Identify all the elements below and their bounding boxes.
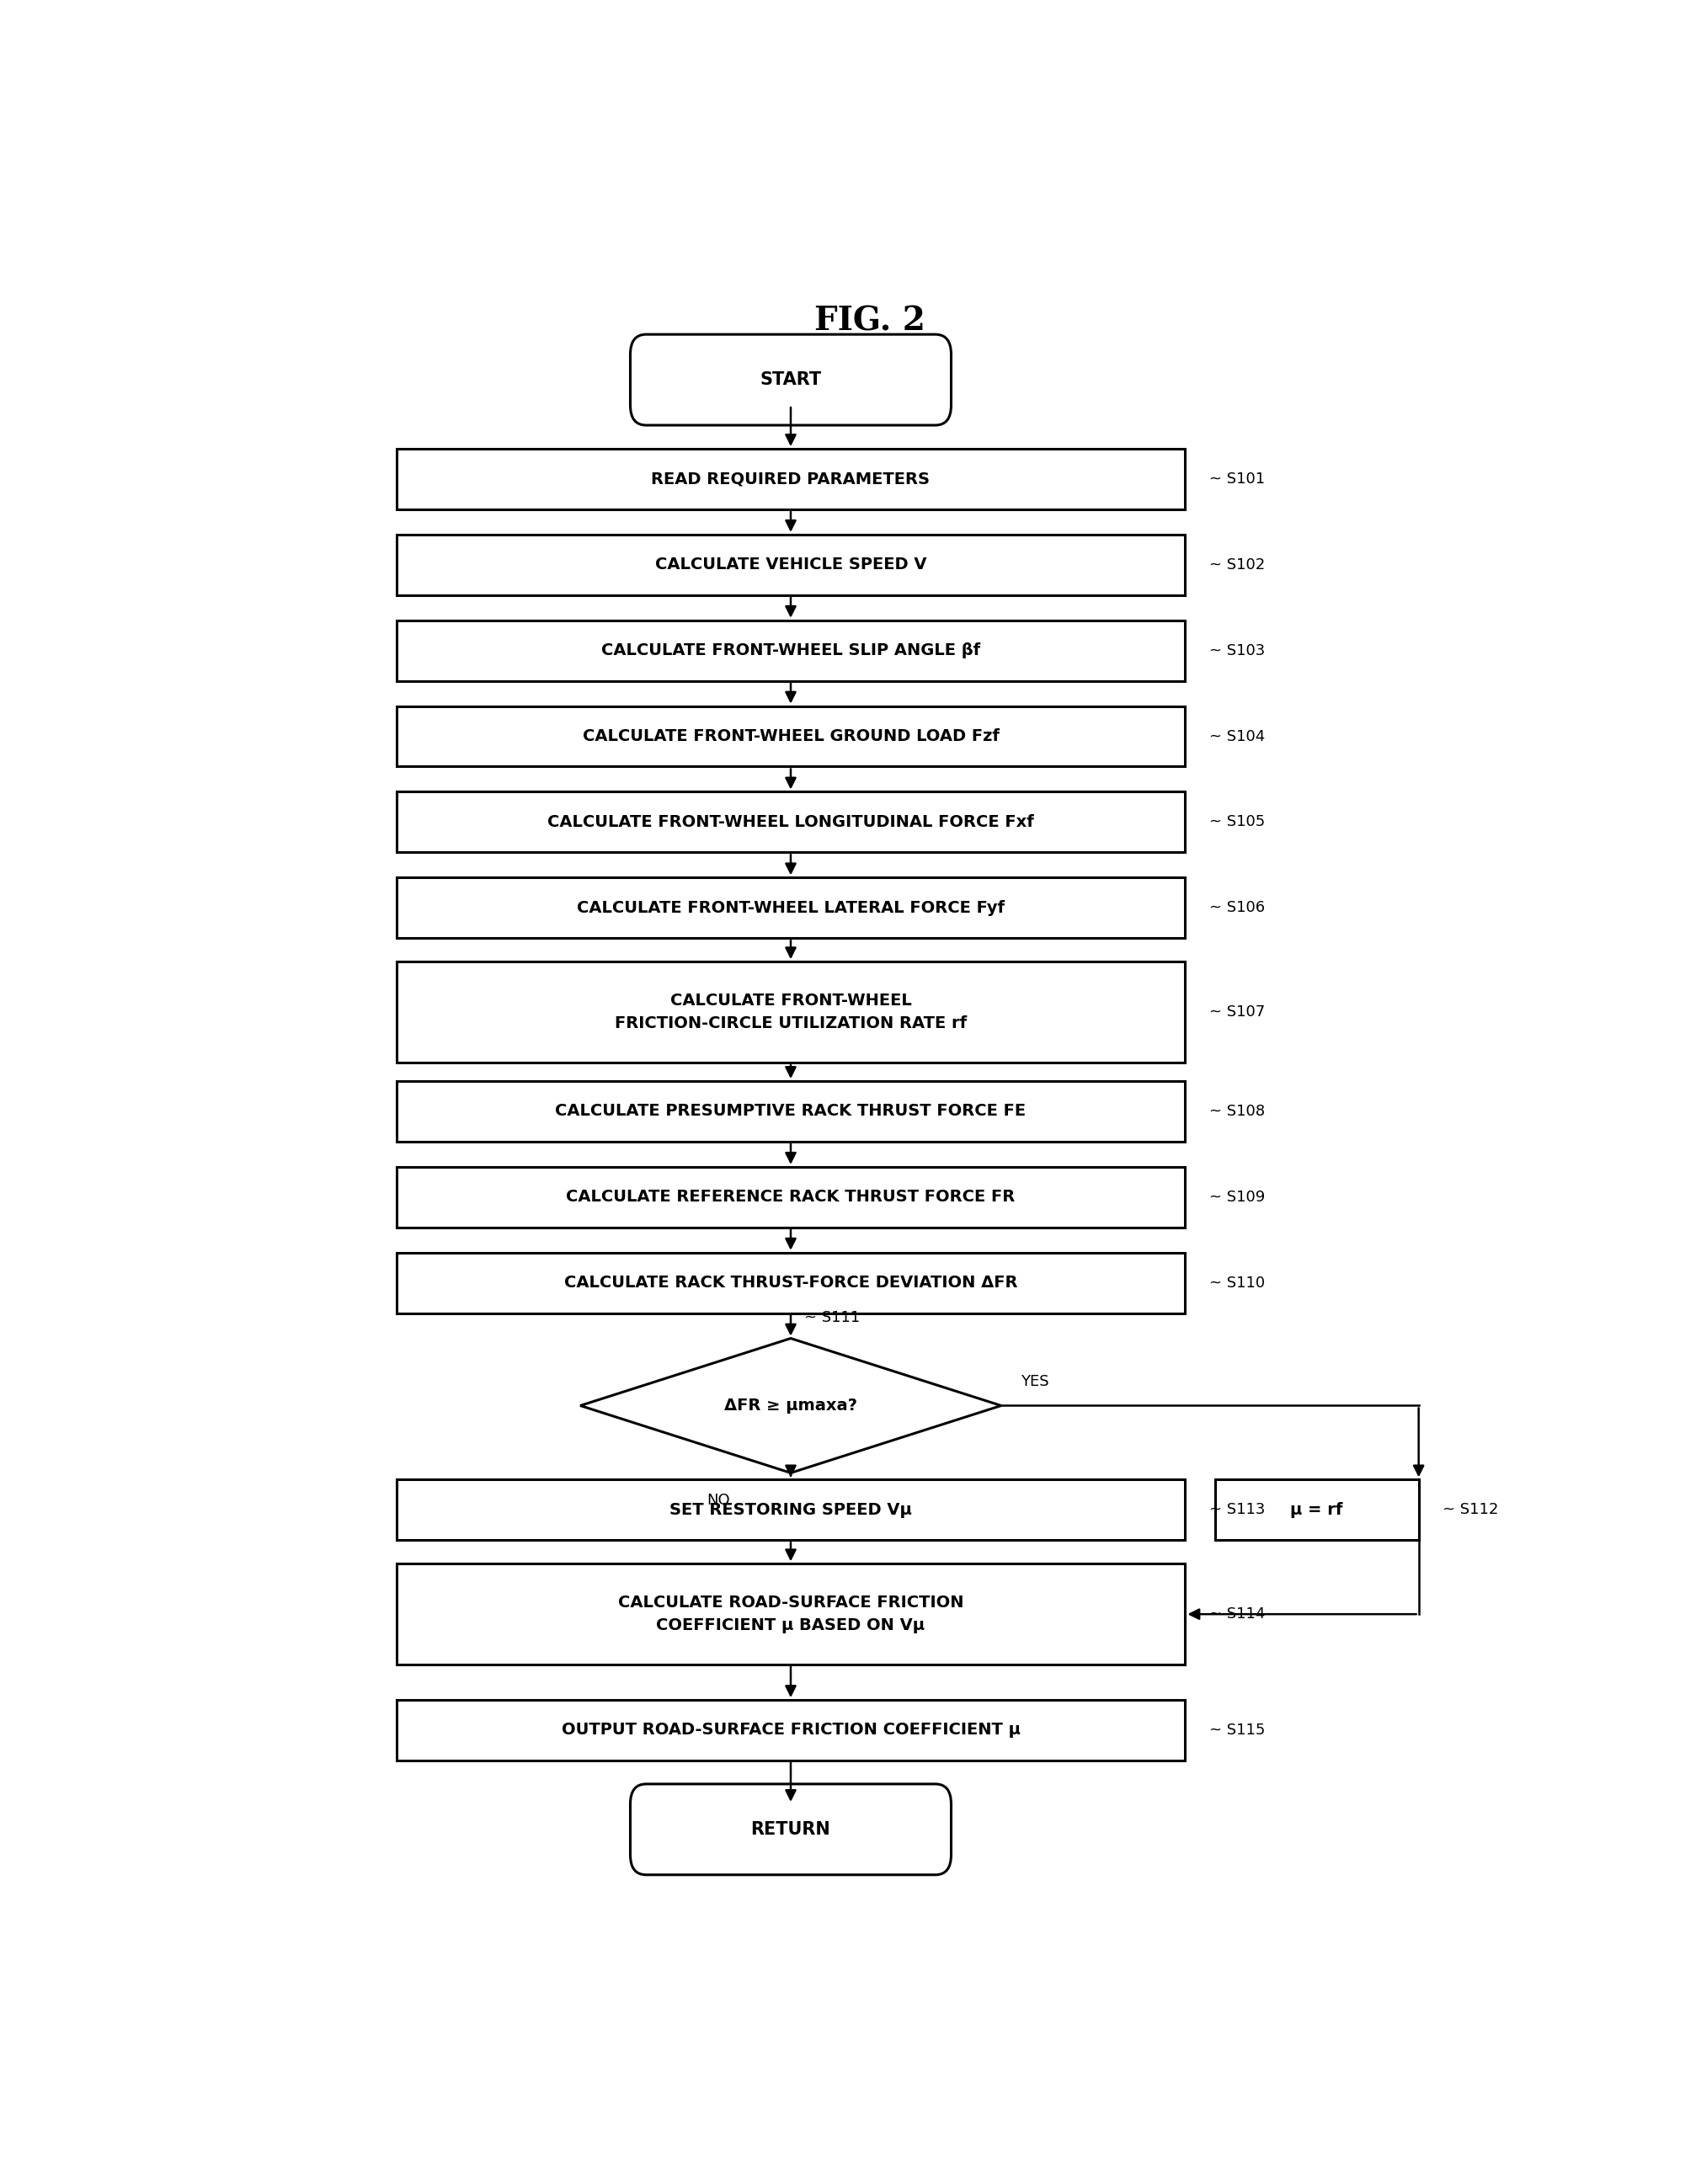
Bar [397,705,1184,767]
Text: ~ S111: ~ S111 [804,1310,860,1326]
Text: ~ S106: ~ S106 [1208,900,1264,915]
Text: RETURN: RETURN [750,1821,831,1837]
Text: CALCULATE REFERENCE RACK THRUST FORCE FR: CALCULATE REFERENCE RACK THRUST FORCE FR [566,1188,1014,1206]
Text: CALCULATE FRONT-WHEEL LATERAL FORCE Fyf: CALCULATE FRONT-WHEEL LATERAL FORCE Fyf [577,900,1004,915]
Bar [1214,1479,1418,1540]
Bar [397,793,1184,852]
Text: OUTPUT ROAD-SURFACE FRICTION COEFFICIENT μ: OUTPUT ROAD-SURFACE FRICTION COEFFICIENT… [561,1723,1019,1738]
Bar [397,1254,1184,1313]
Text: ~ S102: ~ S102 [1208,557,1264,572]
Bar [397,961,1184,1064]
Bar [397,1166,1184,1227]
Text: CALCULATE PRESUMPTIVE RACK THRUST FORCE FE: CALCULATE PRESUMPTIVE RACK THRUST FORCE … [555,1103,1026,1120]
Text: ~ S107: ~ S107 [1208,1005,1264,1020]
Text: μ = rf: μ = rf [1291,1503,1342,1518]
Bar [397,878,1184,939]
Bar [397,1564,1184,1664]
Text: CALCULATE FRONT-WHEEL
FRICTION-CIRCLE UTILIZATION RATE rf: CALCULATE FRONT-WHEEL FRICTION-CIRCLE UT… [614,994,967,1031]
Text: CALCULATE VEHICLE SPEED V: CALCULATE VEHICLE SPEED V [655,557,926,572]
Text: CALCULATE RACK THRUST-FORCE DEVIATION ΔFR: CALCULATE RACK THRUST-FORCE DEVIATION ΔF… [563,1275,1018,1291]
Text: ~ S115: ~ S115 [1208,1723,1264,1738]
FancyBboxPatch shape [629,334,951,426]
Text: SET RESTORING SPEED Vμ: SET RESTORING SPEED Vμ [670,1503,911,1518]
Bar [397,1699,1184,1760]
Polygon shape [580,1339,1001,1472]
Text: CALCULATE FRONT-WHEEL LONGITUDINAL FORCE Fxf: CALCULATE FRONT-WHEEL LONGITUDINAL FORCE… [548,815,1033,830]
Text: CALCULATE FRONT-WHEEL SLIP ANGLE βf: CALCULATE FRONT-WHEEL SLIP ANGLE βf [600,642,980,660]
Text: CALCULATE ROAD-SURFACE FRICTION
COEFFICIENT μ BASED ON Vμ: CALCULATE ROAD-SURFACE FRICTION COEFFICI… [617,1594,963,1634]
Text: NO: NO [707,1494,729,1509]
Bar [397,535,1184,594]
Text: ~ S103: ~ S103 [1208,642,1264,657]
Bar [397,1081,1184,1142]
Text: ~ S114: ~ S114 [1208,1607,1264,1623]
Bar [397,448,1184,509]
Text: ~ S104: ~ S104 [1208,729,1264,745]
Text: ~ S110: ~ S110 [1208,1275,1264,1291]
Text: ~ S101: ~ S101 [1208,472,1264,487]
Text: CALCULATE FRONT-WHEEL GROUND LOAD Fzf: CALCULATE FRONT-WHEEL GROUND LOAD Fzf [582,727,999,745]
Bar [397,1479,1184,1540]
Bar [397,620,1184,681]
Text: ~ S108: ~ S108 [1208,1103,1264,1118]
Text: FIG. 2: FIG. 2 [814,306,924,336]
Text: YES: YES [1021,1374,1048,1389]
Text: ~ S112: ~ S112 [1442,1503,1498,1518]
FancyBboxPatch shape [629,1784,951,1874]
Text: START: START [760,371,821,389]
Text: ~ S113: ~ S113 [1208,1503,1264,1518]
Text: ~ S109: ~ S109 [1208,1190,1264,1206]
Text: ~ S105: ~ S105 [1208,815,1264,830]
Text: ΔFR ≥ μmaxa?: ΔFR ≥ μmaxa? [724,1398,856,1413]
Text: READ REQUIRED PARAMETERS: READ REQUIRED PARAMETERS [651,472,929,487]
